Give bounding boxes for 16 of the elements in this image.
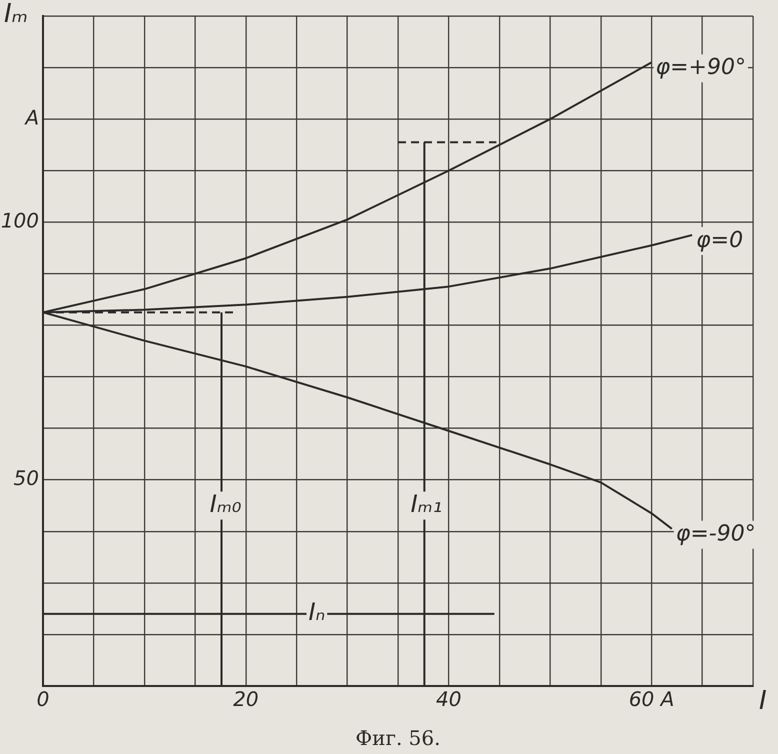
series-label: φ=+90° bbox=[656, 55, 746, 80]
x-tick-label: 0 bbox=[36, 687, 50, 712]
y-tick-label: 50 bbox=[14, 466, 39, 490]
y-tick-label: 100 bbox=[0, 208, 39, 232]
x-axis-title: I bbox=[759, 686, 767, 716]
x-tick-label: 40 bbox=[436, 687, 462, 712]
x-tick-label: 20 bbox=[233, 687, 259, 712]
text: Фиг. 56. bbox=[356, 726, 440, 750]
series-label: φ=-90° bbox=[676, 522, 756, 547]
x-tick-label: 60 A bbox=[628, 687, 674, 712]
annotation: Iₙ bbox=[308, 598, 326, 626]
y-tick-label: A bbox=[23, 105, 39, 130]
annotation: Iₘ₀ bbox=[210, 490, 242, 518]
series-label: φ=0 bbox=[696, 228, 744, 253]
y-axis-title: Iₘ bbox=[4, 0, 28, 29]
annotation: Iₘ₁ bbox=[410, 490, 442, 518]
